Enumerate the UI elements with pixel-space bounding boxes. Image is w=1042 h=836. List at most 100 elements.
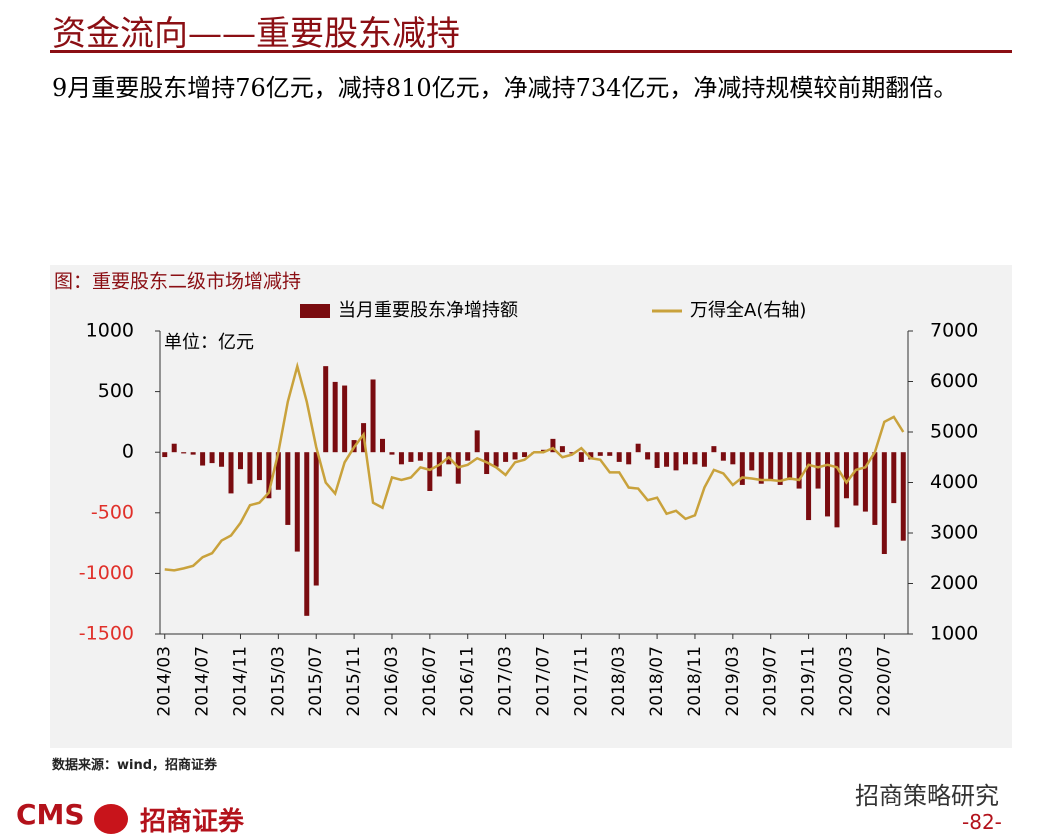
bar: [247, 452, 253, 484]
bar: [190, 452, 196, 455]
bar: [635, 443, 641, 453]
y-tick-label: -1500: [79, 623, 134, 645]
chart-background: [50, 265, 1012, 748]
line: [164, 361, 905, 572]
bar: [522, 452, 528, 458]
bar: [171, 443, 177, 453]
bar: [474, 430, 480, 453]
bar: [237, 452, 243, 470]
bar: [588, 452, 594, 460]
bar: [266, 452, 272, 499]
y2-tick-label: 1000: [930, 623, 978, 645]
bar: [219, 452, 225, 467]
y2-tick-label: 6000: [930, 370, 978, 392]
bar: [701, 452, 707, 467]
bar: [777, 452, 783, 485]
bar: [323, 366, 329, 453]
bar: [209, 452, 215, 464]
bar: [872, 452, 878, 525]
bar: [559, 446, 565, 453]
bar: [711, 446, 717, 453]
x-tick-label: 2019/07: [761, 646, 781, 717]
bar: [597, 452, 603, 456]
bar: [256, 452, 262, 481]
x-tick-label: 2018/11: [685, 646, 705, 717]
x-tick-label: 2017/07: [533, 646, 553, 717]
x-tick-label: 2015/03: [268, 646, 288, 717]
y-tick-label: 500: [98, 380, 134, 402]
bar: [427, 452, 433, 491]
bar: [692, 452, 698, 465]
bar: [162, 452, 168, 458]
bar: [550, 438, 556, 453]
bar: [380, 438, 386, 453]
bar: [825, 452, 831, 517]
x-tick-label: 2015/11: [344, 646, 364, 717]
bar: [332, 381, 338, 453]
bar: [294, 452, 300, 552]
bar: [398, 452, 404, 465]
bar: [796, 452, 802, 489]
bar: [285, 452, 291, 525]
y2-tick-label: 5000: [930, 421, 978, 443]
y-tick-label: 1000: [86, 320, 134, 342]
bar: [862, 452, 868, 512]
bar: [578, 452, 584, 462]
y2-tick-label: 4000: [930, 471, 978, 493]
x-tick-label: 2017/03: [496, 646, 516, 717]
bar: [304, 452, 310, 616]
y-tick-label: -1000: [79, 562, 134, 584]
bar: [200, 452, 206, 466]
bar: [891, 452, 897, 504]
bar: [228, 452, 234, 494]
bar: [493, 452, 499, 467]
bar: [417, 452, 423, 461]
y2-tick-label: 7000: [930, 320, 978, 342]
x-tick-label: 2016/03: [382, 646, 402, 717]
y-tick-label: 0: [122, 441, 134, 463]
y2-tick-label: 2000: [930, 572, 978, 594]
bar: [503, 452, 509, 462]
bar: [626, 452, 632, 465]
legend-label: 当月重要股东净增持额: [338, 300, 518, 321]
unit-label: 单位：亿元: [164, 332, 254, 353]
bar: [654, 452, 660, 468]
bar: [389, 452, 395, 455]
bar: [787, 452, 793, 481]
y-tick-label: -500: [91, 501, 134, 523]
x-tick-label: 2020/07: [874, 646, 894, 717]
x-tick-label: 2019/03: [723, 646, 743, 717]
bar: [730, 452, 736, 465]
slide-title: 资金流向——重要股东减持: [52, 14, 460, 54]
x-tick-label: 2017/11: [571, 646, 591, 717]
summary: 9月重要股东增持76亿元，减持810亿元，净减持734亿元，净减持规模较前期翻倍…: [52, 74, 958, 102]
bar: [313, 452, 319, 586]
legend-label: 万得全A(右轴): [690, 300, 806, 321]
bar: [815, 452, 821, 489]
bar: [682, 452, 688, 465]
bar: [673, 452, 679, 471]
x-tick-label: 2014/07: [193, 646, 213, 717]
x-tick-label: 2018/07: [647, 646, 667, 717]
bar: [843, 452, 849, 499]
bar: [342, 385, 348, 453]
bar: [645, 452, 651, 460]
bar: [181, 452, 187, 454]
page-number: -82-: [962, 810, 1002, 834]
bar: [834, 452, 840, 528]
watermark: 招商策略研究: [855, 782, 999, 810]
bar: [739, 452, 745, 485]
bar: [275, 452, 281, 490]
bar: [768, 452, 774, 481]
x-tick-label: 2015/07: [306, 646, 326, 717]
bar: [408, 452, 414, 462]
bar: [607, 452, 613, 456]
x-tick-label: 2016/11: [458, 646, 478, 717]
bar: [465, 452, 471, 461]
x-tick-label: 2018/03: [609, 646, 629, 717]
x-tick-label: 2016/07: [420, 646, 440, 717]
bar: [758, 452, 764, 484]
bar: [900, 452, 906, 541]
